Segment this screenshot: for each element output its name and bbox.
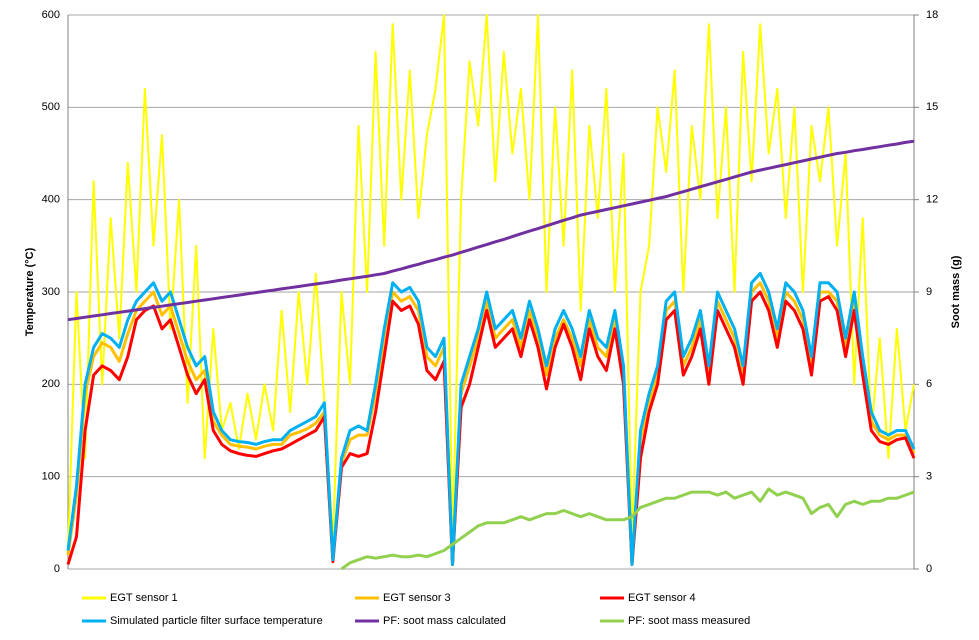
legend-label: PF: soot mass measured <box>628 615 750 627</box>
y-axis-title: Temperature (°C) <box>24 247 36 336</box>
y-tick-label: 100 <box>42 471 60 483</box>
series-line <box>67 139 915 322</box>
y-tick-label: 0 <box>54 563 60 575</box>
y2-tick-label: 18 <box>926 9 938 21</box>
y2-tick-label: 12 <box>926 194 938 206</box>
series-line <box>66 281 916 566</box>
legend-label: EGT sensor 4 <box>628 592 696 604</box>
y-tick-label: 300 <box>42 286 60 298</box>
series-line <box>340 487 915 571</box>
y2-tick-label: 3 <box>926 471 932 483</box>
y2-tick-label: 9 <box>926 286 932 298</box>
legend-label: EGT sensor 3 <box>383 592 451 604</box>
series-line <box>66 272 916 566</box>
y-tick-label: 400 <box>42 194 60 206</box>
y2-tick-label: 0 <box>926 563 932 575</box>
y-tick-label: 500 <box>42 101 60 113</box>
y-tick-label: 600 <box>42 9 60 21</box>
y-tick-label: 200 <box>42 378 60 390</box>
series-line <box>66 290 916 566</box>
legend-label: Simulated particle filter surface temper… <box>110 615 323 627</box>
legend-label: PF: soot mass calculated <box>383 615 506 627</box>
y2-axis-title: Soot mass (g) <box>950 255 962 328</box>
y2-tick-label: 15 <box>926 101 938 113</box>
legend-label: EGT sensor 1 <box>110 592 178 604</box>
y2-tick-label: 6 <box>926 378 932 390</box>
